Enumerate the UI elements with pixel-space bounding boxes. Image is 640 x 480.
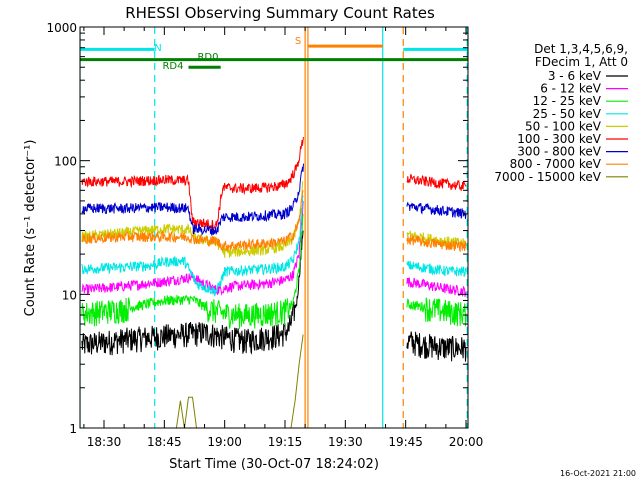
timestamp: 16-Oct-2021 21:00 <box>560 469 636 478</box>
x-tick-label-0: 18:30 <box>87 435 122 449</box>
vertical-markers <box>80 27 468 428</box>
flag-label-n: N <box>154 43 161 54</box>
legend-label-2: 12 - 25 keV <box>533 94 602 108</box>
x-tick-label-2: 19:00 <box>207 435 242 449</box>
flag-labels: N S RD4 RD0 <box>154 36 301 72</box>
count-rate-series <box>81 137 467 428</box>
y-tick-label-0: 1 <box>69 422 77 436</box>
y-axis-label: Count Rate (s⁻¹ detector⁻¹) <box>23 140 38 317</box>
x-axis: 18:30 18:45 19:00 19:15 19:30 19:45 20:00 <box>83 27 484 449</box>
y-axis: 1 10 100 1000 <box>46 21 468 436</box>
legend-label-6: 300 - 800 keV <box>517 145 601 159</box>
series-line-2-0 <box>81 213 304 330</box>
series-line-1-1 <box>406 277 467 297</box>
plot-frame <box>79 26 469 429</box>
legend-header-1: Det 1,3,4,5,6,9, <box>534 42 628 56</box>
legend-label-1: 6 - 12 keV <box>540 82 602 96</box>
legend-label-5: 100 - 300 keV <box>517 132 601 146</box>
series-line-0-1 <box>406 331 467 362</box>
series-line-6-0 <box>81 163 304 236</box>
chart-title: RHESSI Observing Summary Count Rates <box>125 4 435 22</box>
flag-label-rd0: RD0 <box>197 52 218 63</box>
series-line-6-1 <box>406 201 467 219</box>
legend-label-3: 25 - 50 keV <box>533 107 602 121</box>
series-line-7-0 <box>81 190 304 251</box>
x-tick-label-5: 19:45 <box>388 435 423 449</box>
x-tick-label-3: 19:15 <box>268 435 303 449</box>
legend-label-4: 50 - 100 keV <box>525 119 602 133</box>
legend: Det 1,3,4,5,6,9, FDecim 1, Att 0 3 - 6 k… <box>494 42 628 184</box>
series-line-7-1 <box>406 234 467 253</box>
series-line-3-1 <box>406 260 467 277</box>
series-line-5-1 <box>406 173 467 191</box>
attenuator-flags <box>80 44 468 69</box>
y-tick-label-2: 100 <box>54 155 77 169</box>
x-tick-label-6: 20:00 <box>449 435 484 449</box>
x-axis-label: Start Time (30-Oct-07 18:24:02) <box>169 457 379 472</box>
y-tick-label-3: 1000 <box>46 21 77 35</box>
series-line-5-0 <box>81 137 304 231</box>
series-line-3-0 <box>81 195 304 297</box>
y-tick-label-1: 10 <box>62 288 77 302</box>
x-tick-label-4: 19:30 <box>328 435 363 449</box>
legend-label-8: 7000 - 15000 keV <box>494 170 601 184</box>
series-line-0-0 <box>81 230 304 356</box>
legend-header-2: FDecim 1, Att 0 <box>535 55 628 69</box>
series-line-2-1 <box>406 297 467 327</box>
legend-label-7: 800 - 7000 keV <box>510 157 602 171</box>
legend-label-0: 3 - 6 keV <box>548 69 602 83</box>
x-tick-label-1: 18:45 <box>147 435 182 449</box>
flag-label-s: S <box>295 36 301 47</box>
flag-label-rd4: RD4 <box>162 61 183 72</box>
